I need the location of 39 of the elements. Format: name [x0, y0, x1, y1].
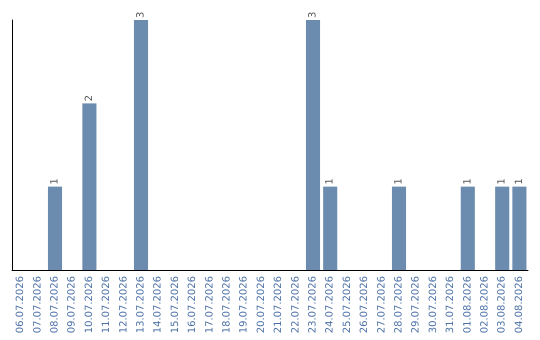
x-tick-label: 16.07.2026 — [187, 276, 198, 334]
x-tick-label: 25.07.2026 — [342, 276, 353, 334]
x-tick-label: 04.08.2026 — [514, 276, 525, 334]
x-tick-label: 22.07.2026 — [290, 276, 302, 334]
data-label: 1 — [394, 178, 404, 185]
x-tick-label: 24.07.2026 — [324, 276, 336, 334]
data-label: 1 — [50, 178, 60, 185]
x-tick-label: 17.07.2026 — [204, 276, 216, 334]
x-tick-label: 26.07.2026 — [359, 276, 370, 334]
x-tick-label: 12.07.2026 — [118, 276, 130, 334]
x-tick-label: 11.07.2026 — [101, 276, 112, 334]
data-label: 2 — [84, 94, 95, 102]
x-tick-label: 07.07.2026 — [32, 276, 44, 334]
x-tick-label: 27.07.2026 — [376, 276, 388, 334]
data-label: 1 — [324, 178, 336, 185]
x-tick-label: 02.08.2026 — [480, 276, 490, 334]
x-tick-label: 01.08.2026 — [462, 276, 474, 334]
x-tick-label: 06.07.2026 — [15, 276, 26, 334]
x-tick-label: 19.07.2026 — [238, 276, 250, 334]
x-tick-label: 30.07.2026 — [428, 276, 439, 334]
x-tick-label: 20.07.2026 — [256, 276, 267, 334]
x-tick-label: 08.07.2026 — [50, 276, 60, 334]
x-tick-label: 03.08.2026 — [496, 276, 508, 334]
x-tick-label: 10.07.2026 — [84, 276, 95, 334]
x-tick-label: 09.07.2026 — [66, 276, 78, 334]
x-tick-label: 13.07.2026 — [136, 276, 146, 334]
x-tick-label: 14.07.2026 — [152, 276, 164, 334]
x-tick-label: 23.07.2026 — [308, 276, 318, 334]
data-label: 3 — [136, 12, 146, 18]
x-tick-label: 21.07.2026 — [273, 276, 284, 334]
data-label: 1 — [496, 178, 508, 185]
x-tick-label: 15.07.2026 — [170, 276, 181, 334]
data-label: 1 — [462, 178, 474, 185]
x-tick-label: 18.07.2026 — [222, 276, 232, 334]
data-label: 3 — [308, 12, 318, 18]
x-tick-label: 29.07.2026 — [410, 276, 422, 334]
x-tick-label: 31.07.2026 — [445, 276, 456, 334]
x-tick-label: 28.07.2026 — [394, 276, 404, 334]
data-label: 1 — [514, 178, 525, 185]
